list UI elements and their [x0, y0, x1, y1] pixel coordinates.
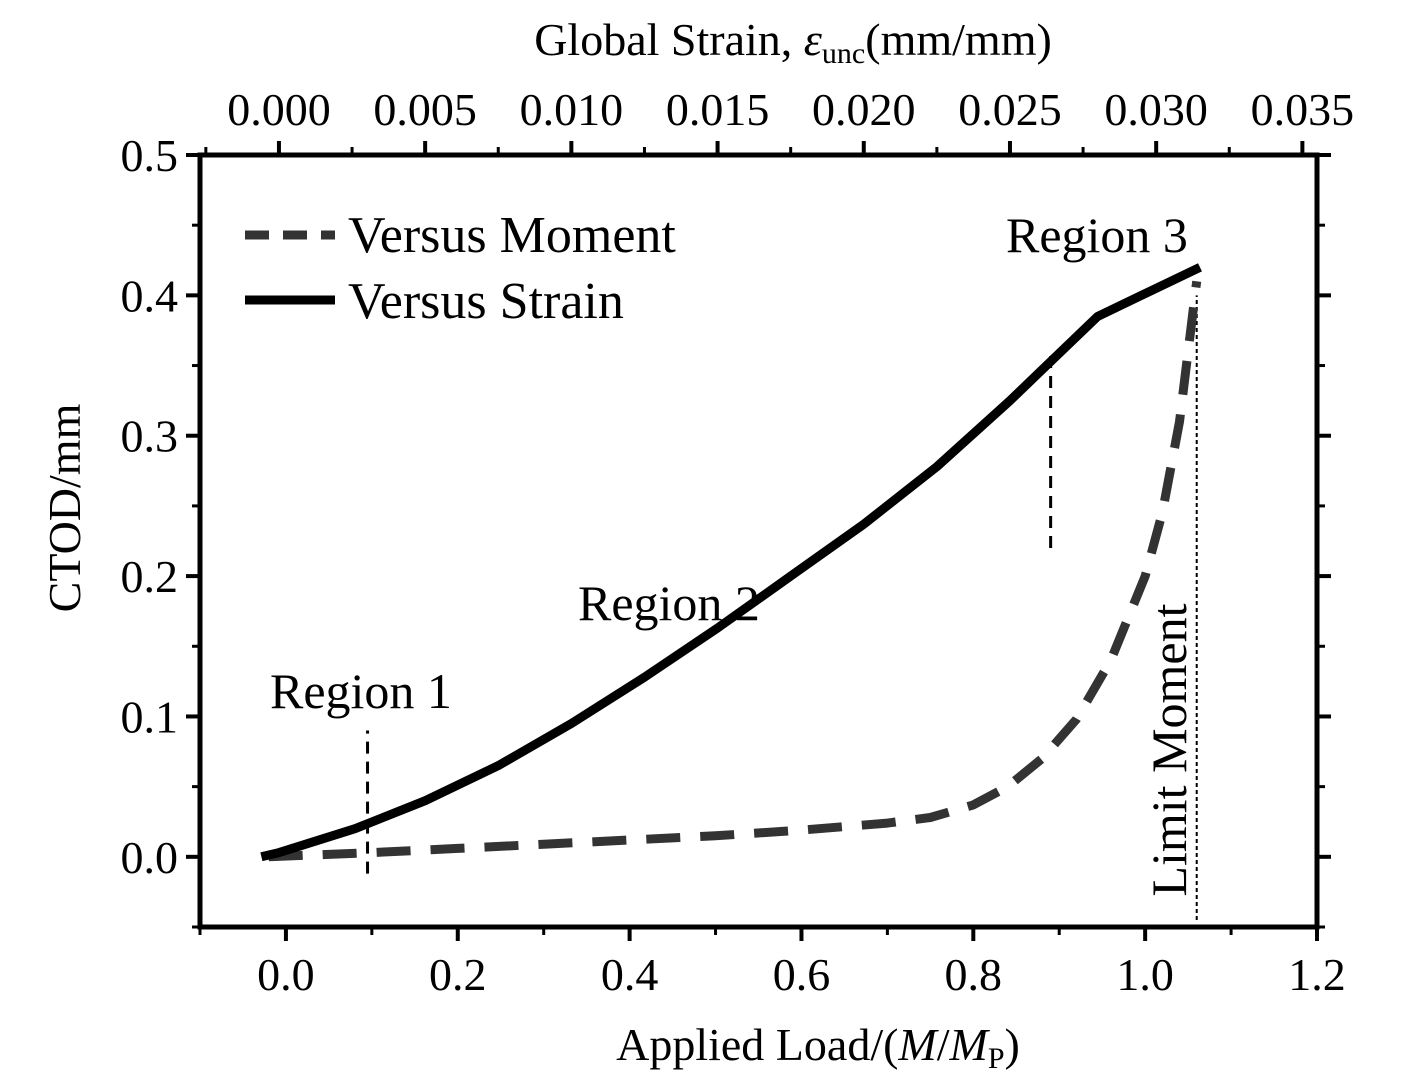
bottom-axis-title-prefix: Applied Load/(: [616, 1019, 898, 1070]
x-top-tick-label: 0.035: [1251, 84, 1355, 135]
x-top-tick-label: 0.025: [958, 84, 1062, 135]
tick-labels: 0.0 0.2 0.4 0.6 0.8 1.0 1.2 0.000 0.005 0.010 0.01…: [121, 84, 1355, 1000]
x-bottom-tick-label: 0.0: [257, 949, 315, 1000]
y-tick-label: 0.3: [121, 411, 179, 462]
bottom-axis-title-mp: M: [949, 1019, 991, 1070]
bottom-axis-title-suffix: ): [1005, 1019, 1020, 1070]
y-tick-label: 0.4: [121, 270, 179, 321]
y-axis-title: CTOD/mm: [39, 403, 90, 612]
x-top-tick-label: 0.010: [520, 84, 624, 135]
x-bottom-tick-label: 0.2: [429, 949, 487, 1000]
legend: Versus Moment Versus Strain: [245, 207, 676, 330]
y-tick-label: 0.2: [121, 551, 179, 602]
x-bottom-tick-label: 1.2: [1288, 949, 1346, 1000]
x-bottom-tick-label: 1.0: [1116, 949, 1174, 1000]
annotation-region-3: Region 3: [1006, 207, 1188, 263]
annotation-region-2: Region 2: [578, 575, 760, 631]
bottom-axis-title-sub: P: [988, 1042, 1005, 1075]
x-top-tick-label: 0.005: [373, 84, 477, 135]
legend-label-strain: Versus Strain: [348, 273, 624, 330]
series-lines: [260, 263, 1202, 862]
top-axis-title-symbol: ε: [804, 14, 823, 65]
legend-label-moment: Versus Moment: [348, 207, 676, 264]
annotation-region-1: Region 1: [270, 663, 452, 719]
top-axis-title: Global Strain, εunc(mm/mm): [534, 14, 1052, 70]
top-axis-title-suffix: (mm/mm): [865, 14, 1052, 65]
x-bottom-tick-label: 0.6: [773, 949, 831, 1000]
x-bottom-tick-label: 0.8: [945, 949, 1003, 1000]
y-tick-label: 0.0: [121, 832, 179, 883]
series-line-versus-strain: [260, 263, 1202, 862]
bottom-axis-title-m: M: [897, 1019, 939, 1070]
top-axis-title-sub: unc: [822, 37, 865, 70]
plot-frame: [197, 152, 1320, 930]
bottom-axis-title: Applied Load/(M/MP): [616, 1019, 1020, 1075]
annotation-limit-moment: Limit Moment: [1141, 603, 1197, 896]
x-bottom-tick-label: 0.4: [601, 949, 659, 1000]
x-top-tick-label: 0.015: [666, 84, 770, 135]
bottom-axis-title-slash: /: [937, 1019, 950, 1070]
top-axis-title-prefix: Global Strain,: [534, 14, 804, 65]
x-top-tick-label: 0.030: [1104, 84, 1208, 135]
reference-lines: [366, 295, 1198, 920]
y-tick-label: 0.5: [121, 130, 179, 181]
series-line-versus-moment: [268, 280, 1202, 862]
x-top-tick-label: 0.020: [812, 84, 916, 135]
x-top-tick-label: 0.000: [227, 84, 331, 135]
y-tick-label: 0.1: [121, 691, 179, 742]
